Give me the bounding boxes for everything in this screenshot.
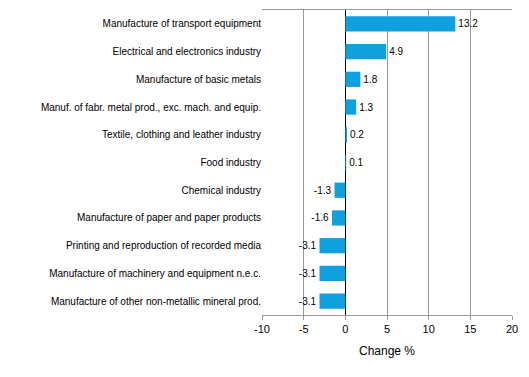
svg-text:-1.3: -1.3	[314, 185, 332, 196]
svg-text:5: 5	[384, 323, 390, 335]
svg-text:-10: -10	[254, 323, 270, 335]
svg-text:Textile, clothing and leather: Textile, clothing and leather industry	[102, 129, 261, 140]
svg-text:-3.1: -3.1	[299, 296, 317, 307]
svg-text:0.1: 0.1	[349, 157, 363, 168]
svg-text:Manufacture of basic metals: Manufacture of basic metals	[136, 74, 261, 85]
svg-text:1.3: 1.3	[359, 102, 373, 113]
svg-text:Manufacture of machinery and e: Manufacture of machinery and equipment n…	[49, 268, 261, 279]
svg-text:Food industry: Food industry	[200, 157, 261, 168]
svg-text:13.2: 13.2	[458, 18, 478, 29]
svg-text:20: 20	[506, 323, 518, 335]
svg-text:-1.6: -1.6	[311, 212, 329, 223]
svg-text:Change %: Change %	[359, 344, 415, 358]
svg-text:0: 0	[342, 323, 348, 335]
svg-text:-3.1: -3.1	[299, 240, 317, 251]
svg-text:1.8: 1.8	[363, 74, 377, 85]
svg-text:4.9: 4.9	[389, 46, 403, 57]
svg-text:Electrical and electronics ind: Electrical and electronics industry	[113, 46, 261, 57]
svg-text:-5: -5	[299, 323, 309, 335]
svg-text:15: 15	[464, 323, 476, 335]
svg-text:Manufacture of other non-metal: Manufacture of other non-metallic minera…	[51, 296, 261, 307]
svg-text:Printing and reproduction of r: Printing and reproduction of recorded me…	[66, 240, 262, 251]
svg-text:0.2: 0.2	[350, 129, 364, 140]
svg-text:Manufacture of paper and paper: Manufacture of paper and paper products	[77, 212, 261, 223]
svg-text:Manuf. of fabr. metal prod., e: Manuf. of fabr. metal prod., exc. mach. …	[41, 102, 261, 113]
svg-text:-3.1: -3.1	[299, 268, 317, 279]
svg-text:Chemical industry: Chemical industry	[182, 185, 261, 196]
svg-text:10: 10	[423, 323, 435, 335]
svg-text:Manufacture of transport equip: Manufacture of transport equipment	[103, 18, 262, 29]
